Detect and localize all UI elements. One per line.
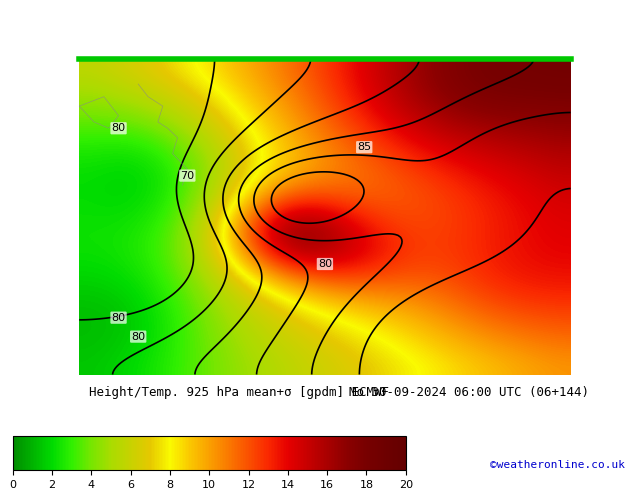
Text: 85: 85 <box>357 142 372 152</box>
Text: 80: 80 <box>112 313 126 323</box>
Text: 80: 80 <box>131 332 145 342</box>
Text: 70: 70 <box>180 171 195 181</box>
Text: 80: 80 <box>318 259 332 269</box>
Text: Mo 30-09-2024 06:00 UTC (06+144): Mo 30-09-2024 06:00 UTC (06+144) <box>349 386 590 398</box>
Text: ©weatheronline.co.uk: ©weatheronline.co.uk <box>491 461 625 470</box>
Text: Height/Temp. 925 hPa mean+σ [gpdm] ECMWF: Height/Temp. 925 hPa mean+σ [gpdm] ECMWF <box>89 386 389 398</box>
Text: 80: 80 <box>112 123 126 133</box>
